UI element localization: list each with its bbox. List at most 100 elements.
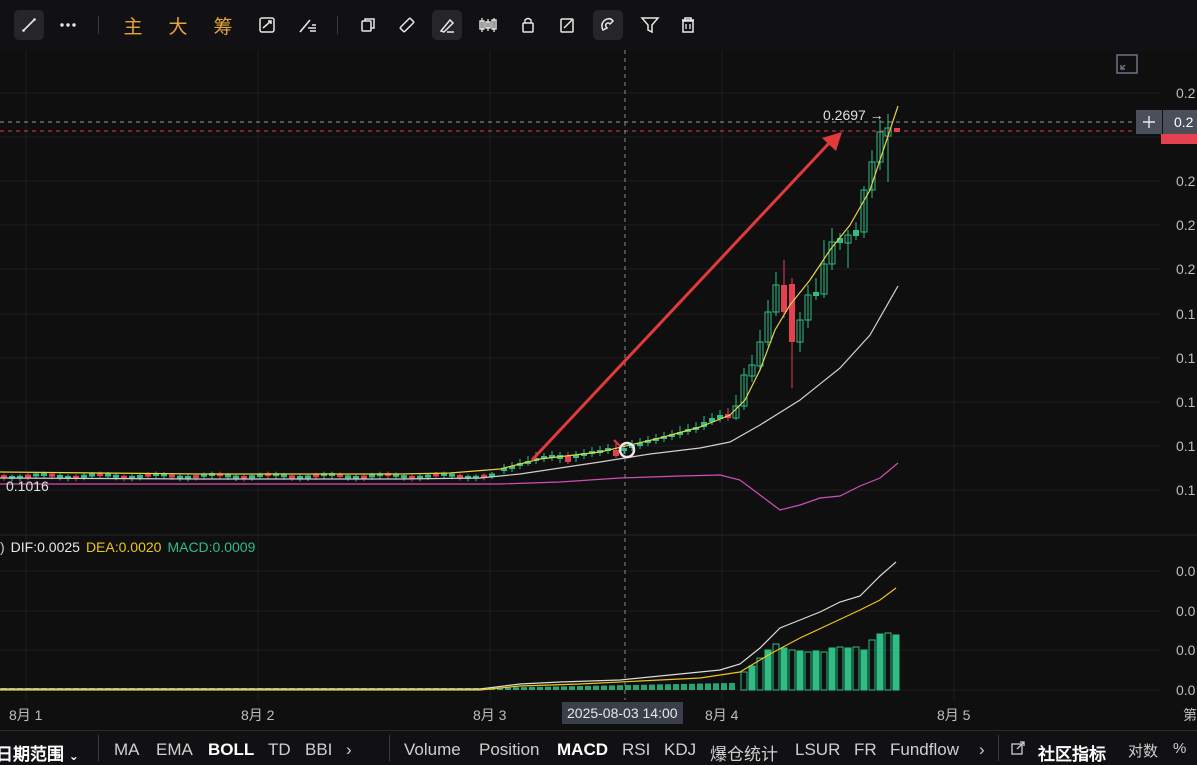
indicator-rsi[interactable]: RSI xyxy=(622,740,651,759)
macd-bar xyxy=(772,643,780,691)
candle-body xyxy=(541,456,547,459)
candle-body xyxy=(129,475,135,479)
candle-body xyxy=(89,473,95,477)
macd-legend-prefix: ) xyxy=(0,539,5,555)
macd-bar xyxy=(673,684,679,690)
macd-bar xyxy=(521,687,527,690)
macd-bar xyxy=(529,686,535,690)
candle-body xyxy=(225,474,231,478)
candle-body xyxy=(409,475,415,479)
time-tick: 第 xyxy=(1183,707,1197,723)
price-tick-label: 0.2 xyxy=(1176,85,1196,101)
log-scale-toggle[interactable]: 对数 xyxy=(1128,743,1159,760)
trend-line-icon[interactable] xyxy=(14,10,44,40)
candle-body xyxy=(1,475,7,479)
macd-bar xyxy=(513,687,519,690)
candle-body xyxy=(828,241,836,265)
candle-body xyxy=(217,473,223,477)
indicator-bbi[interactable]: BBI xyxy=(305,740,333,759)
price-tick-label: 0.1 xyxy=(1176,438,1196,454)
macd-bar xyxy=(764,649,772,691)
pencil-lines-icon[interactable] xyxy=(293,10,323,40)
macd-bar xyxy=(657,684,663,690)
candle-body xyxy=(481,474,487,478)
fullscreen-icon[interactable] xyxy=(1116,54,1138,74)
candle-body xyxy=(457,474,463,478)
candle-body xyxy=(844,234,852,244)
add-alert-button[interactable] xyxy=(1136,110,1162,134)
candle-body xyxy=(273,473,279,477)
macd-bar xyxy=(601,685,607,690)
candle-body xyxy=(837,238,843,243)
candle-body xyxy=(701,422,707,427)
bar-divider xyxy=(998,735,999,761)
candle-body xyxy=(565,456,571,462)
candle-body xyxy=(549,455,555,458)
candle-body xyxy=(121,475,127,479)
indicator-kdj[interactable]: KDJ xyxy=(664,740,697,759)
indicator-td[interactable]: TD xyxy=(268,740,291,759)
candlestick-icon[interactable] xyxy=(473,10,503,40)
trend-arrow-head xyxy=(822,132,842,151)
large-order-button[interactable]: 大 xyxy=(168,15,188,38)
candle-body xyxy=(772,284,780,313)
chip-distribution-button[interactable]: 筹 xyxy=(213,15,233,38)
copy-icon[interactable] xyxy=(353,10,383,40)
date-range-dropdown[interactable]: 日期范围 ⌄ xyxy=(0,740,79,765)
edit-note-icon[interactable] xyxy=(553,10,583,40)
candle-body xyxy=(573,455,579,458)
indicator-fundflow[interactable]: Fundflow xyxy=(890,740,959,759)
macd-bar xyxy=(505,687,511,690)
macd-bar xyxy=(497,687,503,690)
indicator-lsur[interactable]: LSUR xyxy=(795,740,841,759)
chevron-right-icon[interactable]: › xyxy=(979,740,985,759)
macd-bar xyxy=(609,685,615,690)
indicator-ma[interactable]: MA xyxy=(114,740,140,759)
price-tick-label: 0.1 xyxy=(1176,306,1196,322)
indicator-position[interactable]: Position xyxy=(479,740,540,759)
macd-bar xyxy=(625,685,631,690)
external-link-icon[interactable] xyxy=(1011,740,1025,760)
candle-body xyxy=(441,473,447,477)
magnet-icon[interactable] xyxy=(593,10,623,40)
candle-body xyxy=(748,364,756,377)
community-indicators[interactable]: 社区指标 xyxy=(1038,745,1106,764)
current-price-label: 0.2697 → xyxy=(823,107,884,123)
main-force-button[interactable]: 主 xyxy=(123,15,143,38)
price-chart[interactable]: 0.20.20.20.20.20.10.10.10.10.1 0.00.00.0… xyxy=(0,50,1197,700)
macd-bar xyxy=(812,650,820,691)
percent-scale-toggle[interactable]: % xyxy=(1173,740,1187,757)
filter-icon[interactable] xyxy=(635,10,665,40)
candle-body xyxy=(345,475,351,479)
macd-bar xyxy=(617,685,623,690)
chevron-right-icon[interactable]: › xyxy=(346,740,352,759)
candle-body xyxy=(417,475,423,479)
ruler-icon[interactable] xyxy=(392,10,422,40)
candle-body xyxy=(49,473,55,477)
indicator-ema[interactable]: EMA xyxy=(156,740,193,759)
time-tick: 8月 5 xyxy=(937,707,971,723)
candle-body xyxy=(804,294,812,321)
candle-body xyxy=(853,230,859,236)
candle-body xyxy=(876,131,884,163)
indicator-macd[interactable]: MACD xyxy=(557,740,608,759)
candle-body xyxy=(97,473,103,476)
candle-body xyxy=(65,475,71,479)
crosshair-price-label: 0.2 xyxy=(1163,110,1197,134)
brush-icon[interactable] xyxy=(432,10,462,40)
macd-bar xyxy=(836,646,844,691)
lock-icon[interactable] xyxy=(513,10,543,40)
indicator-liquidation[interactable]: 爆仓统计 xyxy=(710,745,778,764)
compare-icon[interactable] xyxy=(252,10,282,40)
chart-area[interactable]: 0.20.20.20.20.20.10.10.10.10.1 0.00.00.0… xyxy=(0,50,1197,700)
candle-body xyxy=(377,473,383,477)
more-icon[interactable] xyxy=(53,10,83,40)
indicator-fr[interactable]: FR xyxy=(854,740,877,759)
boll-middle-line xyxy=(0,285,899,480)
indicator-boll[interactable]: BOLL xyxy=(208,740,255,759)
candle-body xyxy=(289,475,295,479)
trash-icon[interactable] xyxy=(673,10,703,40)
macd-histogram-value: MACD:0.0009 xyxy=(167,539,256,555)
indicator-volume[interactable]: Volume xyxy=(404,740,461,759)
candle-body xyxy=(717,415,723,419)
